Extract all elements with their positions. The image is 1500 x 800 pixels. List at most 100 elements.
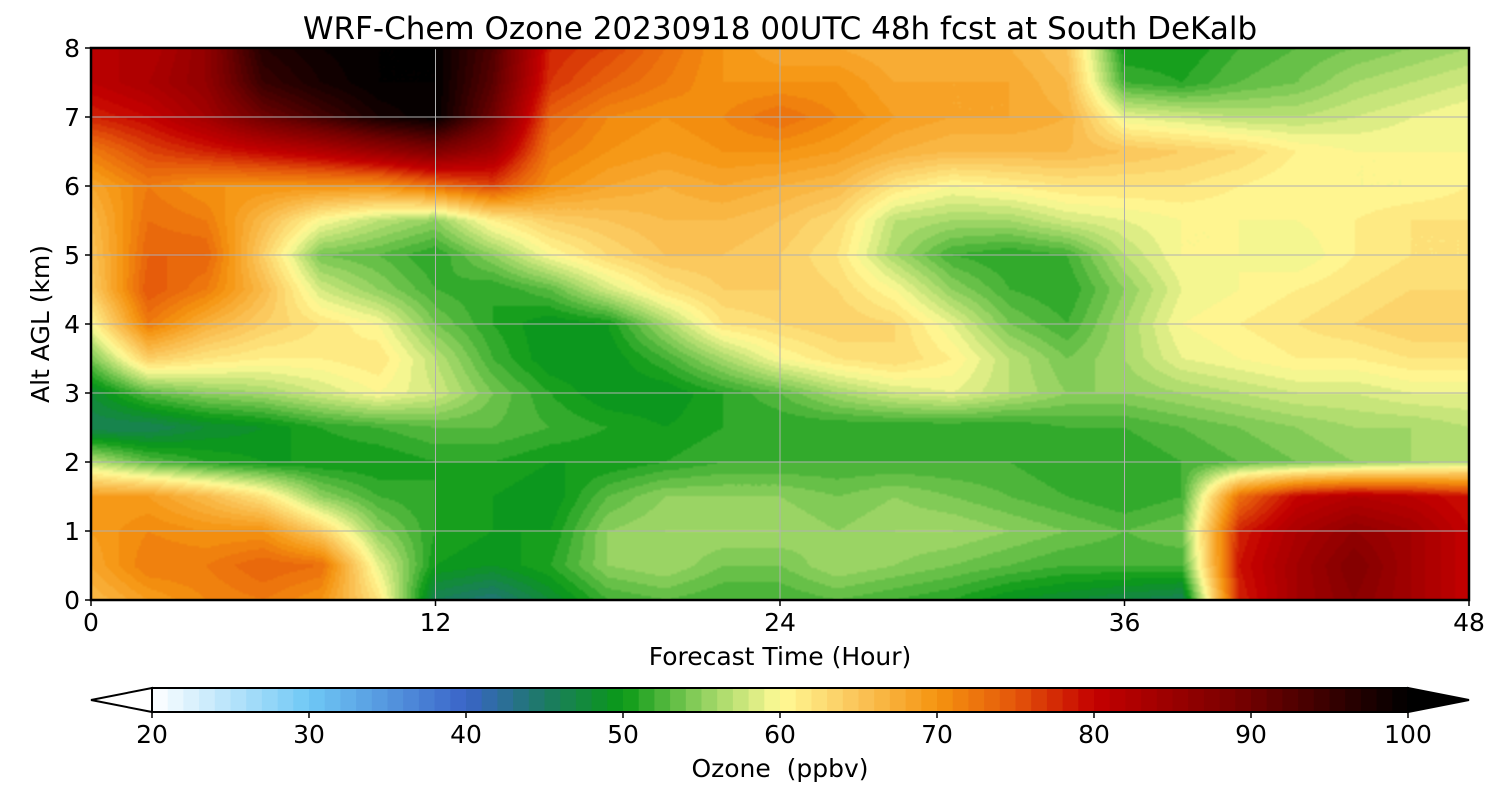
colorbar-step: [1313, 688, 1331, 712]
colorbar-step: [371, 688, 389, 712]
colorbar-step: [1141, 688, 1158, 712]
colorbar-tick-label: 100: [1384, 720, 1432, 749]
colorbar: 20 30 40 50 60 70 80 90 100 Ozone (ppbv): [90, 686, 1470, 783]
colorbar-step: [356, 688, 373, 712]
colorbar-step: [261, 688, 279, 712]
colorbar-step: [984, 688, 1001, 712]
colorbar-extend-high: [1407, 686, 1470, 714]
colorbar-tick-label: 70: [921, 720, 953, 749]
x-tick-label: 0: [83, 608, 99, 637]
colorbar-step: [513, 688, 530, 712]
colorbar-step: [685, 688, 703, 712]
colorbar-step: [858, 688, 875, 712]
y-tick-label: 6: [64, 172, 80, 201]
colorbar-step: [670, 688, 687, 712]
y-tick-label: 4: [64, 310, 80, 339]
colorbar-step: [497, 688, 514, 712]
colorbar-step: [1046, 688, 1064, 712]
colorbar-step: [591, 688, 608, 712]
colorbar-step: [1203, 688, 1221, 712]
colorbar-step: [607, 688, 624, 712]
colorbar-step: [1094, 688, 1111, 712]
colorbar-step: [764, 688, 781, 712]
colorbar-step: [246, 688, 263, 712]
colorbar-step: [842, 688, 860, 712]
colorbar-step: [528, 688, 546, 712]
colorbar-step: [1062, 688, 1079, 712]
x-tick-label: 24: [764, 608, 796, 637]
colorbar-step: [654, 688, 671, 712]
colorbar-step: [1345, 688, 1362, 712]
colorbar-step: [1109, 688, 1126, 712]
colorbar-step: [1329, 688, 1346, 712]
x-tick-label: 36: [1109, 608, 1141, 637]
colorbar-step: [277, 688, 294, 712]
colorbar-extend-low: [90, 686, 153, 714]
colorbar-step: [544, 688, 561, 712]
colorbar-step: [638, 688, 655, 712]
colorbar-step: [1298, 688, 1315, 712]
x-axis-label: Forecast Time (Hour): [649, 642, 912, 671]
colorbar-step: [418, 688, 436, 712]
colorbar-tick-label: 80: [1078, 720, 1110, 749]
y-tick-label: 7: [64, 103, 80, 132]
colorbar-step: [1156, 688, 1174, 712]
colorbar-step: [1219, 688, 1236, 712]
colorbar-step: [324, 688, 341, 712]
chart-title: WRF-Chem Ozone 20230918 00UTC 48h fcst a…: [303, 11, 1257, 47]
colorbar-tick-label: 50: [607, 720, 639, 749]
y-tick-label: 8: [64, 34, 80, 63]
colorbar-step: [434, 688, 451, 712]
colorbar-step: [183, 688, 200, 712]
colorbar-step: [952, 688, 969, 712]
y-axis-label: Alt AGL (km): [26, 245, 55, 403]
colorbar-step: [748, 688, 765, 712]
y-tick-label: 1: [64, 517, 80, 546]
plot-area: [89, 46, 1471, 602]
colorbar-step: [481, 688, 498, 712]
colorbar-ticks: 20 30 40 50 60 70 80 90 100: [136, 712, 1432, 749]
colorbar-tick-label: 30: [293, 720, 325, 749]
colorbar-step: [560, 688, 577, 712]
colorbar-step: [167, 688, 184, 712]
colorbar-step: [717, 688, 734, 712]
colorbar-tick-label: 40: [450, 720, 482, 749]
colorbar-step: [340, 688, 357, 712]
colorbar-step: [152, 688, 169, 712]
x-tick-label: 48: [1453, 608, 1485, 637]
colorbar-step: [874, 688, 891, 712]
y-tick-label: 0: [64, 586, 80, 615]
x-axis-ticks: 0 12 24 36 48: [83, 600, 1485, 637]
colorbar-step: [701, 688, 718, 712]
colorbar-step: [1376, 688, 1393, 712]
colorbar-step: [1188, 688, 1205, 712]
colorbar-step: [623, 688, 640, 712]
colorbar-step: [293, 688, 310, 712]
colorbar-step: [1015, 688, 1032, 712]
colorbar-step: [403, 688, 420, 712]
colorbar-tick-label: 60: [764, 720, 796, 749]
y-tick-label: 3: [64, 379, 80, 408]
colorbar-step: [1360, 688, 1378, 712]
colorbar-step: [795, 688, 812, 712]
colorbar-step: [1282, 688, 1299, 712]
colorbar-step: [827, 688, 844, 712]
colorbar-tick-label: 20: [136, 720, 168, 749]
colorbar-step: [905, 688, 922, 712]
colorbar-step: [1078, 688, 1095, 712]
colorbar-step: [1251, 688, 1268, 712]
colorbar-step: [1266, 688, 1283, 712]
colorbar-step: [921, 688, 938, 712]
colorbar-steps: [152, 688, 1409, 712]
colorbar-step: [387, 688, 404, 712]
grid-lines: [91, 48, 1469, 600]
colorbar-step: [466, 688, 483, 712]
colorbar-step: [309, 688, 326, 712]
colorbar-step: [230, 688, 247, 712]
colorbar-step: [1172, 688, 1189, 712]
colorbar-step: [1125, 688, 1142, 712]
colorbar-step: [214, 688, 232, 712]
colorbar-step: [199, 688, 216, 712]
colorbar-step: [1235, 688, 1252, 712]
